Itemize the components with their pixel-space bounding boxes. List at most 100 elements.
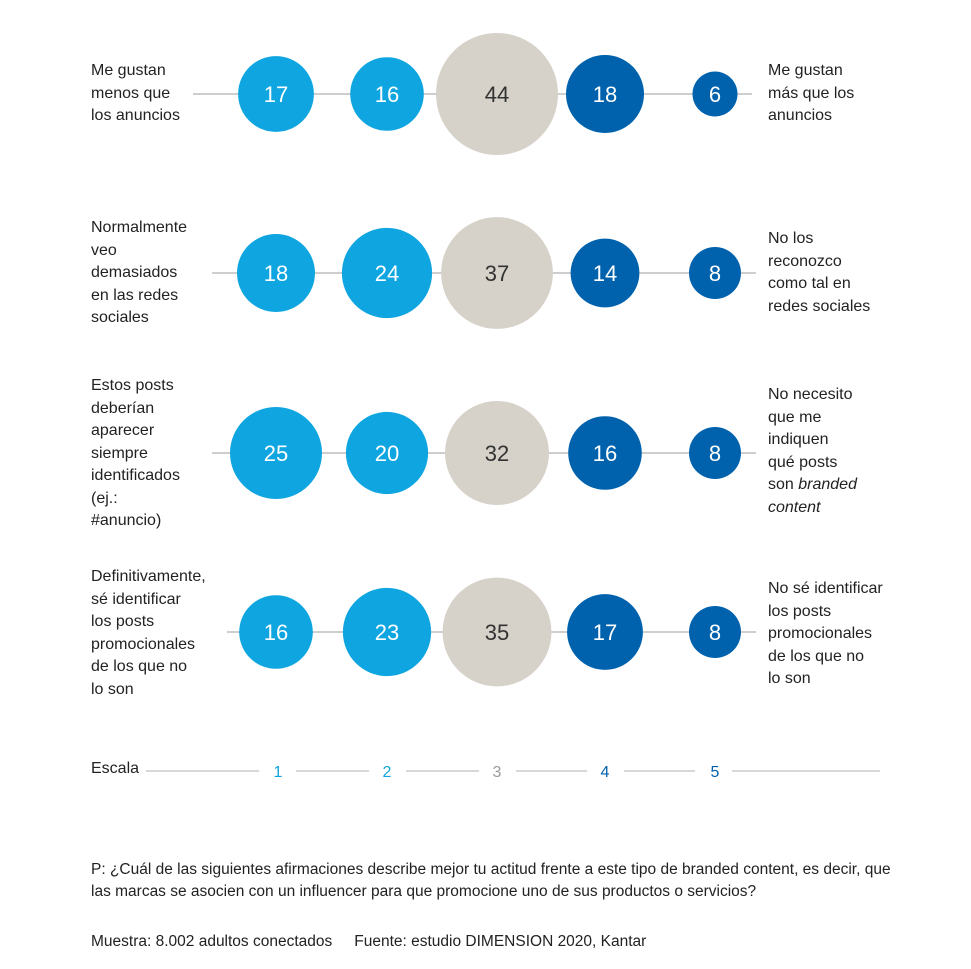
row-4-left-line: los posts xyxy=(91,613,155,630)
row-3-left-line: aparecer xyxy=(91,422,155,439)
row-4-left-line: sé identificar xyxy=(91,590,181,608)
scale-tick-label: 5 xyxy=(711,764,720,781)
row-2-right-line: redes sociales xyxy=(768,297,871,315)
row-1-left-line: menos que xyxy=(91,84,171,102)
row-2-right-line: No los xyxy=(768,230,814,247)
bubble-row: 25 20 32 16 8 xyxy=(212,401,756,505)
bubble-value-label: 24 xyxy=(375,261,399,286)
bubble-value-label: 17 xyxy=(264,82,288,107)
row-3-right-text: son xyxy=(768,476,799,493)
bubble xyxy=(230,407,322,499)
row-2-left-label: Normalmente veo demasiados en las redes … xyxy=(91,217,231,330)
bubble xyxy=(436,33,558,155)
row-2-left-line: veo xyxy=(91,241,117,259)
row-3-right-line: content xyxy=(768,497,963,520)
row-2-left-line: sociales xyxy=(91,309,149,326)
row-2-right-line: reconozco xyxy=(768,252,842,270)
row-1-left-line: los anuncios xyxy=(91,107,180,124)
scale-tick-label: 2 xyxy=(383,764,392,781)
bubble xyxy=(238,56,314,132)
row-4-left-line: promocionales xyxy=(91,635,196,653)
bubble-value-label: 16 xyxy=(593,441,617,466)
row-4-left-line: Definitivamente, xyxy=(91,568,206,585)
bubble-value-label: 16 xyxy=(264,620,288,645)
row-2-right-label: No los reconozco como tal en redes socia… xyxy=(768,228,963,318)
scale-tick-label: 3 xyxy=(493,764,502,781)
row-1-right-line: más que los xyxy=(768,84,855,102)
bubble xyxy=(345,411,429,495)
row-1-right-label: Me gustan más que los anuncios xyxy=(768,60,963,128)
bubble xyxy=(689,427,741,479)
row-3-right-italic-text: branded xyxy=(798,476,857,493)
bubble xyxy=(239,595,313,669)
row-3-right-line: qué posts xyxy=(768,453,838,471)
row-4-left-line: lo son xyxy=(91,680,134,698)
row-4-right-line: lo son xyxy=(768,670,811,687)
source-text: Fuente: estudio DIMENSION 2020, Kantar xyxy=(354,933,647,950)
row-3-left-line: #anuncio) xyxy=(91,512,162,529)
bubble-value-label: 16 xyxy=(375,82,399,107)
scale-tick-label: 4 xyxy=(601,764,610,781)
row-3-right-line: No necesito xyxy=(768,386,853,403)
bubble-row: 16 23 35 17 8 xyxy=(227,577,756,687)
bubble xyxy=(445,401,549,505)
row-4-right-line: los posts xyxy=(768,602,832,620)
bubble-value-label: 37 xyxy=(485,261,509,286)
question-text: P: ¿Cuál de las siguientes afirmaciones … xyxy=(91,861,891,900)
bubble-value-label: 18 xyxy=(593,82,617,107)
bubble-value-label: 35 xyxy=(485,620,509,645)
row-3-left-label: Estos posts deberían aparecer siempre id… xyxy=(91,375,231,533)
bubble xyxy=(350,57,424,131)
row-3-left-line: deberían xyxy=(91,399,155,417)
bubble-value-label: 20 xyxy=(375,441,399,466)
bubble-value-label: 18 xyxy=(264,261,288,286)
bubble-value-label: 8 xyxy=(709,441,721,466)
bubble-value-label: 25 xyxy=(264,441,288,466)
bubble-value-label: 23 xyxy=(375,620,399,645)
row-3-right-line: indiquen xyxy=(768,431,829,448)
row-1-left-line: Me gustan xyxy=(91,62,166,79)
row-2-left-line: en las redes xyxy=(91,286,179,304)
bubble xyxy=(689,606,741,658)
row-3-left-line: (ej.: xyxy=(91,489,118,507)
bubble xyxy=(441,217,553,329)
row-3-left-line: Estos posts xyxy=(91,377,174,394)
row-2-left-line: Normalmente xyxy=(91,219,188,236)
sample-text: Muestra: 8.002 adultos conectados xyxy=(91,933,333,950)
bubble-row: 17 16 44 18 6 xyxy=(193,33,752,155)
bubble xyxy=(689,247,741,299)
scale-tick-label: 1 xyxy=(274,764,283,781)
bubble xyxy=(341,227,433,319)
bubble-value-label: 17 xyxy=(593,620,617,645)
row-3-right-line: que me xyxy=(768,408,822,426)
row-4-right-line: No sé identificar xyxy=(768,580,883,597)
bubble-value-label: 14 xyxy=(593,261,617,286)
row-3-left-line: identificados xyxy=(91,467,180,484)
footer-meta: Muestra: 8.002 adultos conectados Fuente:… xyxy=(91,933,646,951)
row-3-right-label: No necesito que me indiquen qué posts so… xyxy=(768,384,963,519)
bubble-value-label: 32 xyxy=(485,441,509,466)
bubble xyxy=(692,71,738,117)
row-1-right-line: anuncios xyxy=(768,107,833,124)
bubble xyxy=(237,234,315,312)
bubble xyxy=(566,55,644,133)
bubble xyxy=(342,587,432,677)
bubble-value-label: 8 xyxy=(709,261,721,286)
bubble xyxy=(442,577,552,687)
bubble-value-label: 8 xyxy=(709,620,721,645)
bubble xyxy=(570,238,640,308)
row-4-left-line: de los que no xyxy=(91,658,188,675)
scale-axis: 1 2 3 4 5 xyxy=(146,764,880,781)
row-3-right-italic-text: content xyxy=(768,498,821,516)
bubble xyxy=(567,594,643,670)
row-1-right-line: Me gustan xyxy=(768,62,843,79)
bubble-row: 18 24 37 14 8 xyxy=(212,217,756,329)
row-4-right-line: de los que no xyxy=(768,647,865,665)
row-4-right-line: promocionales xyxy=(768,625,873,642)
row-2-right-line: como tal en xyxy=(768,275,851,292)
bubble-value-label: 44 xyxy=(485,82,509,107)
row-4-right-label: No sé identificar los posts promocionale… xyxy=(768,578,963,691)
scale-label: Escala xyxy=(91,760,140,777)
row-4-left-label: Definitivamente, sé identificar los post… xyxy=(91,566,231,701)
